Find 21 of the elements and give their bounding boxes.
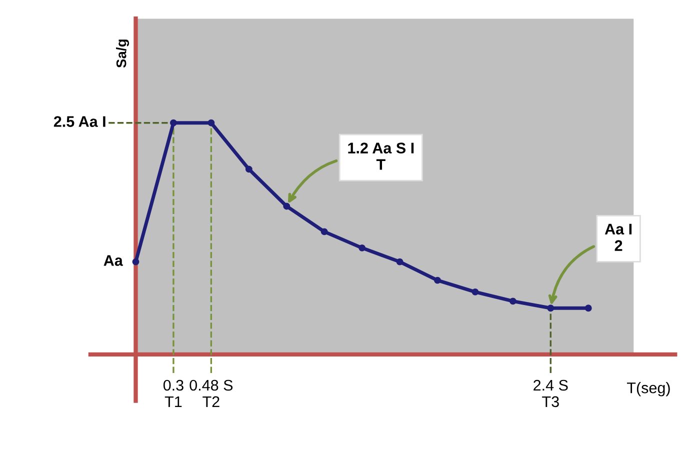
point — [584, 304, 592, 312]
point — [434, 276, 441, 284]
point — [245, 166, 252, 173]
point — [208, 119, 215, 126]
x-tick-label: 0.48 S T2 — [190, 380, 233, 407]
text: Aa — [104, 255, 123, 266]
x-axis-title: T(seg) — [626, 382, 670, 396]
point — [396, 258, 404, 266]
point — [509, 298, 516, 305]
annotation: Aa I 2 — [604, 224, 632, 251]
point — [283, 202, 290, 210]
point — [358, 244, 366, 252]
point — [170, 119, 177, 126]
point — [472, 288, 479, 296]
ref-line-label: 2.5 Aa I — [54, 116, 106, 127]
annotation: 1.2 Aa S I T — [348, 142, 414, 170]
y-axis-title: Sa/g — [116, 40, 130, 68]
point — [320, 228, 328, 236]
x-tick-label: 0.3 T1 — [163, 380, 184, 407]
x-tick-label: 2.4 S T3 — [534, 380, 568, 408]
point — [547, 304, 554, 312]
